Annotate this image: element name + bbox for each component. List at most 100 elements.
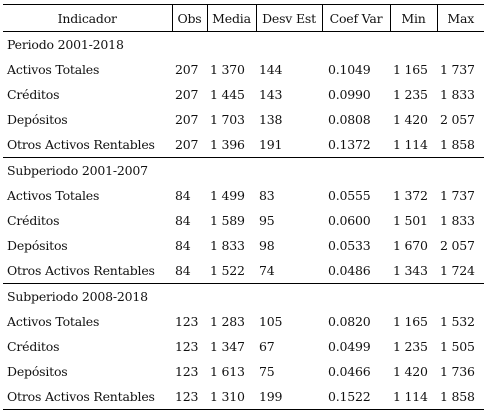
cell-min: 1 501 <box>393 213 428 228</box>
cell-obs: 84 <box>175 238 191 253</box>
table-row: Otros Activos Rentables 84 1 522 74 0.0486 1 … <box>3 258 484 284</box>
cell-coef-var: 0.1372 <box>328 137 371 152</box>
cell-indicador: Otros Activos Rentables <box>7 137 155 152</box>
header-indicador: Indicador <box>3 4 172 32</box>
cell-indicador: Activos Totales <box>7 314 100 329</box>
cell-max: 1 858 <box>440 137 475 152</box>
cell-media: 1 396 <box>210 137 245 152</box>
cell-obs: 123 <box>172 384 207 410</box>
cell-media: 1 347 <box>210 339 245 354</box>
cell-coef-var: 0.0820 <box>328 314 371 329</box>
cell-desv-est: 95 <box>259 213 275 228</box>
cell-desv-est: 191 <box>259 137 283 152</box>
cell-coef-var: 0.0990 <box>328 87 371 102</box>
cell-min: 1 114 <box>390 384 437 410</box>
cell-coef-var: 0.0600 <box>328 213 371 228</box>
cell-min: 1 165 <box>393 314 428 329</box>
table-row: Otros Activos Rentables 207 1 396 191 0.1372… <box>3 132 484 158</box>
cell-obs: 207 <box>175 112 199 127</box>
table-row: Otros Activos Rentables 123 1 310 199 0.1522… <box>3 384 484 410</box>
table-row: Créditos 207 1 445 143 0.0990 1 235 1 833 <box>3 82 484 107</box>
cell-min: 1 420 <box>393 364 428 379</box>
cell-max: 1 736 <box>440 364 475 379</box>
cell-coef-var: 0.0466 <box>328 364 371 379</box>
cell-desv-est: 138 <box>259 112 283 127</box>
table-row: Depósitos 207 1 703 138 0.0808 1 420 2 057 <box>3 107 484 132</box>
header-obs: Obs <box>171 4 207 32</box>
cell-desv-est: 74 <box>259 263 275 278</box>
cell-indicador: Otros Activos Rentables <box>7 263 155 278</box>
period-title-row: Subperiodo 2008-2018 <box>3 283 484 309</box>
table-row: Créditos 84 1 589 95 0.0600 1 501 1 833 <box>3 208 484 233</box>
cell-coef-var: 0.0808 <box>328 112 371 127</box>
period-title: Subperiodo 2001-2007 <box>3 157 484 183</box>
cell-media: 1 613 <box>210 364 245 379</box>
period-title-row: Periodo 2001-2018 <box>3 32 484 58</box>
cell-media: 1 445 <box>210 87 245 102</box>
cell-max: 1 505 <box>440 339 475 354</box>
cell-max: 1 724 <box>440 263 475 278</box>
cell-max: 1 532 <box>440 314 475 329</box>
cell-desv-est: 67 <box>259 339 275 354</box>
cell-obs: 123 <box>175 314 199 329</box>
header-desv-est: Desv Est <box>255 4 322 32</box>
cell-obs: 84 <box>175 263 191 278</box>
cell-max: 2 057 <box>440 238 475 253</box>
cell-indicador: Créditos <box>7 87 60 102</box>
cell-indicador: Depósitos <box>7 238 68 253</box>
table-row: Activos Totales 123 1 283 105 0.0820 1 165 1 5… <box>3 309 484 334</box>
cell-desv-est: 75 <box>259 364 275 379</box>
cell-coef-var: 0.0499 <box>328 339 371 354</box>
period-title: Periodo 2001-2018 <box>7 37 124 52</box>
cell-coef-var: 0.1049 <box>328 62 371 77</box>
cell-indicador: Depósitos <box>7 112 68 127</box>
cell-desv-est: 144 <box>259 62 283 77</box>
cell-max: 1 858 <box>437 384 484 410</box>
cell-indicador: Activos Totales <box>7 188 100 203</box>
cell-desv-est: 105 <box>259 314 283 329</box>
cell-min: 1 343 <box>393 263 428 278</box>
cell-min: 1 165 <box>393 62 428 77</box>
cell-indicador: Créditos <box>7 339 60 354</box>
cell-media: 1 283 <box>210 314 245 329</box>
cell-coef-var: 0.0486 <box>328 263 371 278</box>
cell-indicador: Otros Activos Rentables <box>3 384 172 410</box>
cell-obs: 123 <box>175 364 199 379</box>
cell-obs: 207 <box>175 137 199 152</box>
cell-coef-var: 0.0555 <box>328 188 371 203</box>
cell-desv-est: 143 <box>259 87 283 102</box>
cell-media: 1 370 <box>210 62 245 77</box>
cell-max: 1 833 <box>440 213 475 228</box>
header-max: Max <box>436 4 484 32</box>
table-row: Depósitos 123 1 613 75 0.0466 1 420 1 736 <box>3 359 484 384</box>
cell-coef-var: 0.0533 <box>328 238 371 253</box>
cell-max: 1 737 <box>440 62 475 77</box>
cell-media: 1 310 <box>207 384 256 410</box>
cell-media: 1 833 <box>210 238 245 253</box>
table-row: Depósitos 84 1 833 98 0.0533 1 670 2 057 <box>3 233 484 258</box>
cell-obs: 84 <box>175 188 191 203</box>
cell-max: 1 737 <box>440 188 475 203</box>
cell-max: 2 057 <box>440 112 475 127</box>
cell-media: 1 589 <box>210 213 245 228</box>
header-min: Min <box>389 4 437 32</box>
cell-min: 1 372 <box>393 188 428 203</box>
cell-min: 1 420 <box>393 112 428 127</box>
cell-desv-est: 83 <box>259 188 275 203</box>
cell-coef-var: 0.1522 <box>322 384 390 410</box>
table-row: Activos Totales 84 1 499 83 0.0555 1 372 1 737 <box>3 183 484 208</box>
cell-media: 1 522 <box>210 263 245 278</box>
cell-min: 1 670 <box>393 238 428 253</box>
period-title: Subperiodo 2008-2018 <box>3 283 484 309</box>
cell-min: 1 235 <box>393 339 428 354</box>
cell-indicador: Activos Totales <box>7 62 100 77</box>
header-coef-var: Coef Var <box>321 4 390 32</box>
period-title-row: Subperiodo 2001-2007 <box>3 157 484 183</box>
cell-min: 1 235 <box>393 87 428 102</box>
cell-obs: 207 <box>175 62 199 77</box>
cell-media: 1 703 <box>210 112 245 127</box>
table-row: Créditos 123 1 347 67 0.0499 1 235 1 505 <box>3 334 484 359</box>
cell-obs: 207 <box>175 87 199 102</box>
cell-indicador: Depósitos <box>7 364 68 379</box>
cell-media: 1 499 <box>210 188 245 203</box>
